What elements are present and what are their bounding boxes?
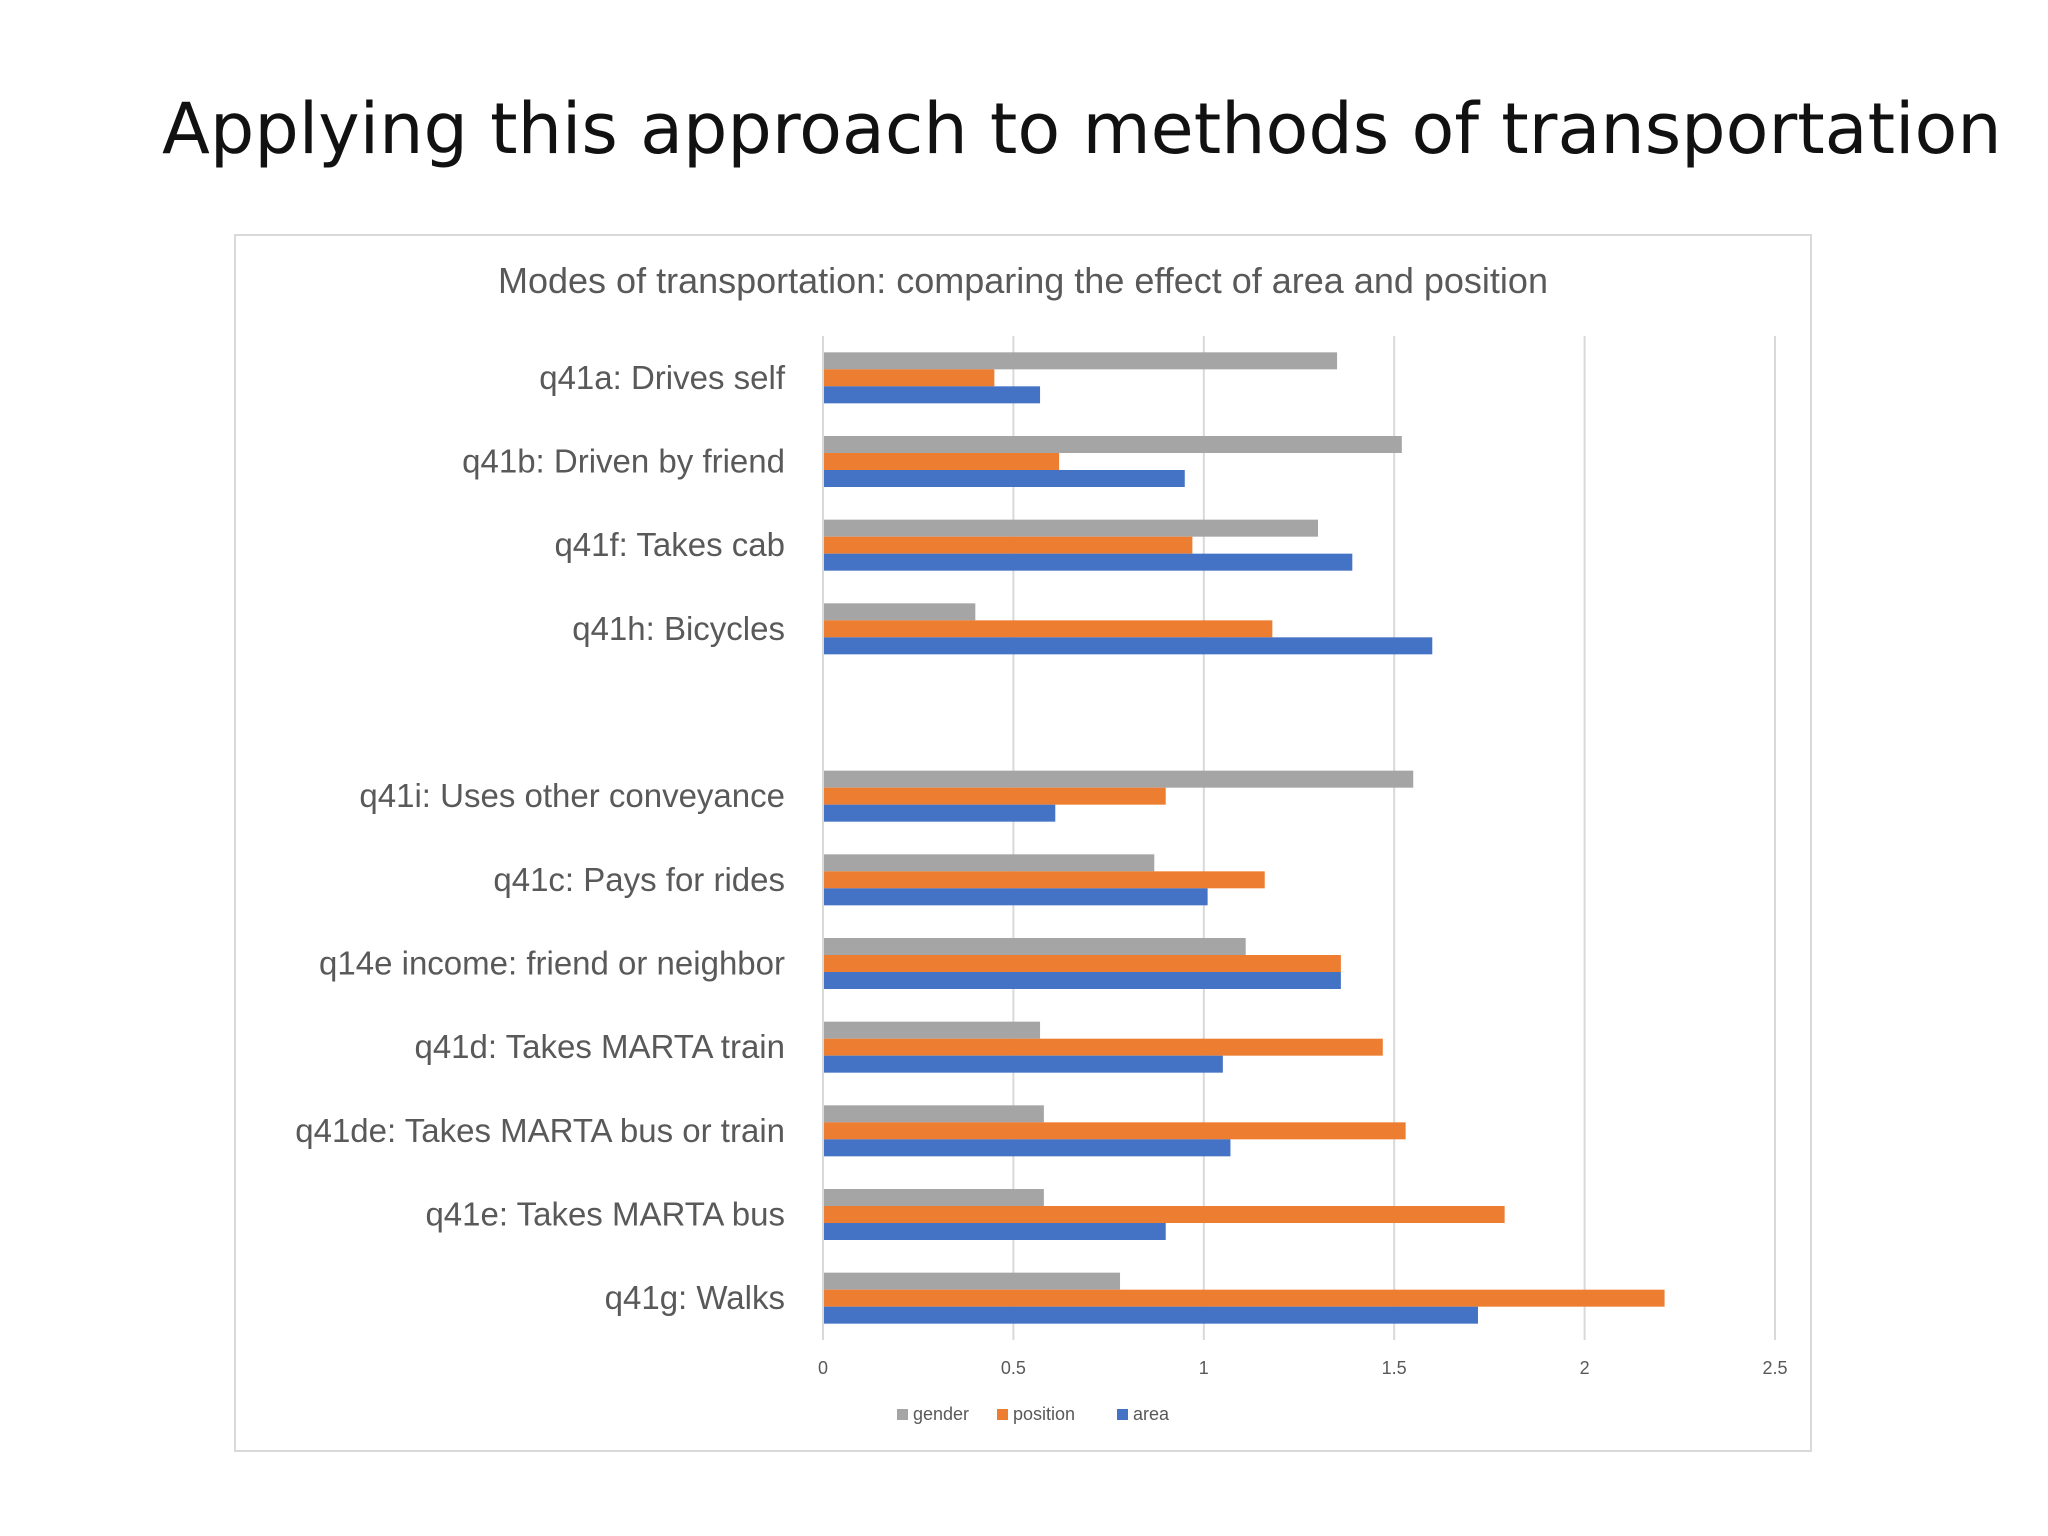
category-label: q41h: Bicycles: [572, 610, 785, 647]
bar-area: [823, 553, 1353, 571]
category-label: q41f: Takes cab: [554, 526, 785, 563]
bar-gender: [823, 938, 1246, 955]
bar-area: [823, 1223, 1166, 1240]
bar-area: [823, 1139, 1231, 1157]
bar-gender: [823, 1272, 1121, 1290]
chart-frame: Modes of transportation: comparing the e…: [234, 234, 1812, 1452]
bar-position: [823, 1122, 1406, 1140]
bar-area: [823, 804, 1056, 822]
bar-position: [823, 536, 1193, 554]
bar-position: [823, 1289, 1665, 1307]
bar-area: [823, 1055, 1223, 1073]
bar-area: [823, 386, 1041, 404]
bar-area: [823, 1306, 1478, 1324]
bar-position: [823, 871, 1265, 889]
bar-area: [823, 888, 1208, 906]
x-tick-label: 1.5: [1382, 1358, 1407, 1378]
bar-position: [823, 620, 1273, 638]
bar-position: [823, 453, 1060, 470]
category-label: q41g: Walks: [605, 1279, 785, 1316]
bar-area: [823, 470, 1185, 487]
category-label: q41d: Takes MARTA train: [414, 1028, 785, 1065]
bar-gender: [823, 603, 976, 621]
bar-gender: [823, 770, 1414, 788]
category-label: q41c: Pays for rides: [493, 861, 785, 898]
bar-position: [823, 955, 1341, 972]
category-label: q41de: Takes MARTA bus or train: [295, 1112, 785, 1149]
bar-position: [823, 787, 1166, 805]
bar-position: [823, 1038, 1383, 1056]
bar-area: [823, 637, 1433, 655]
x-tick-label: 0: [818, 1358, 828, 1378]
legend-swatch-gender: [897, 1409, 908, 1420]
slide-title: Applying this approach to methods of tra…: [162, 88, 2002, 170]
chart-title: Modes of transportation: comparing the e…: [498, 260, 1548, 301]
category-label: q41b: Driven by friend: [462, 443, 785, 480]
bar-gender: [823, 1189, 1044, 1206]
bar-gender: [823, 854, 1155, 872]
bar-chart: Modes of transportation: comparing the e…: [295, 260, 1787, 1424]
x-tick-label: 2: [1580, 1358, 1590, 1378]
category-label: q41e: Takes MARTA bus: [425, 1196, 785, 1233]
legend-label-gender: gender: [913, 1404, 969, 1424]
legend-swatch-position: [997, 1409, 1008, 1420]
bar-gender: [823, 1105, 1044, 1123]
x-tick-label: 0.5: [1001, 1358, 1026, 1378]
legend-label-area: area: [1133, 1404, 1170, 1424]
bar-area: [823, 972, 1341, 989]
category-label: q14e income: friend or neighbor: [319, 945, 785, 982]
bar-gender: [823, 436, 1402, 453]
legend-label-position: position: [1013, 1404, 1075, 1424]
bar-gender: [823, 519, 1319, 537]
bar-gender: [823, 352, 1338, 370]
x-tick-label: 2.5: [1762, 1358, 1787, 1378]
bar-gender: [823, 1021, 1041, 1039]
legend-swatch-area: [1117, 1409, 1128, 1420]
x-tick-label: 1: [1199, 1358, 1209, 1378]
category-label: q41i: Uses other conveyance: [359, 777, 785, 814]
category-label: q41a: Drives self: [539, 359, 786, 396]
bar-position: [823, 1206, 1505, 1223]
bar-position: [823, 369, 995, 387]
